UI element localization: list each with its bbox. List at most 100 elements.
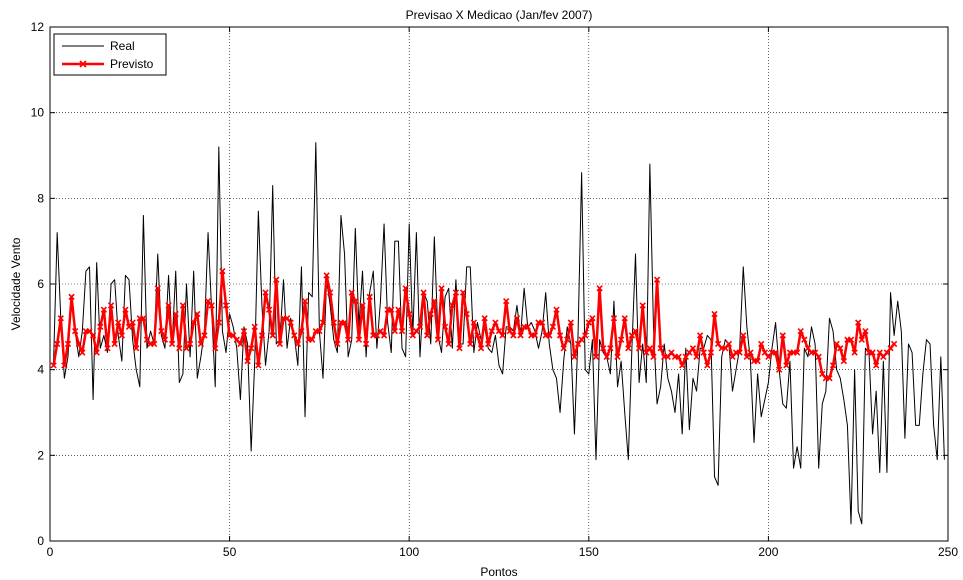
data-point-marker — [194, 310, 201, 318]
x-tick-label: 100 — [399, 545, 419, 559]
data-point-marker — [801, 336, 808, 343]
ticks: 0 50 100 150 200 250 0 2 4 6 8 10 12 — [31, 20, 959, 559]
data-point-marker — [301, 297, 309, 305]
x-axis-label: Pontos — [480, 565, 517, 579]
data-point-marker — [571, 353, 578, 360]
data-point-marker — [596, 285, 603, 292]
y-axis-label: Velocidade Vento — [9, 237, 23, 330]
data-point-marker — [829, 362, 837, 369]
y-tick-label: 6 — [37, 277, 44, 291]
data-point-marker — [456, 345, 463, 352]
data-point-marker — [610, 315, 618, 322]
data-point-marker — [129, 319, 136, 326]
data-point-marker — [470, 319, 478, 326]
data-point-marker — [89, 332, 97, 339]
data-point-marker — [244, 357, 251, 365]
data-point-marker — [445, 340, 452, 348]
data-point-marker — [607, 345, 614, 352]
data-point-marker — [265, 306, 273, 313]
data-point-marker — [890, 340, 898, 348]
data-point-marker — [402, 285, 409, 292]
data-point-marker — [197, 340, 205, 348]
data-point-marker — [118, 332, 126, 339]
data-point-marker — [438, 285, 445, 292]
data-point-marker — [589, 315, 596, 322]
data-point-marker — [341, 319, 348, 326]
data-point-marker — [449, 302, 456, 309]
data-point-marker — [219, 267, 226, 275]
data-point-marker — [463, 310, 470, 318]
data-point-marker — [582, 332, 589, 339]
data-point-marker — [499, 332, 506, 339]
data-point-marker — [635, 345, 643, 352]
data-point-marker — [513, 315, 521, 322]
data-point-marker — [783, 362, 790, 369]
x-tick-label: 200 — [758, 545, 778, 559]
series-group — [50, 142, 945, 525]
data-point-marker — [327, 289, 334, 296]
data-point-marker — [215, 319, 222, 326]
data-point-marker — [100, 306, 108, 313]
data-point-marker — [675, 353, 682, 360]
x-tick-label: 250 — [938, 545, 958, 559]
data-point-marker — [258, 332, 266, 339]
data-point-marker — [531, 332, 539, 339]
data-point-marker — [779, 332, 786, 339]
data-point-marker — [161, 336, 169, 343]
data-point-marker — [416, 323, 424, 330]
legend: Real Previsto — [53, 33, 167, 76]
data-point-marker — [97, 323, 104, 330]
data-point-marker — [646, 345, 654, 352]
data-point-marker — [208, 302, 215, 309]
data-point-marker — [603, 353, 610, 360]
data-point-marker — [503, 297, 510, 305]
data-point-marker — [122, 306, 129, 313]
data-point-marker — [614, 353, 621, 360]
data-point-marker — [556, 332, 564, 339]
data-point-marker — [395, 306, 402, 313]
data-point-marker — [179, 302, 187, 309]
data-point-marker — [474, 332, 481, 339]
data-point-marker — [273, 276, 280, 283]
data-point-marker — [862, 327, 869, 335]
data-point-marker — [61, 362, 68, 369]
legend-box — [53, 33, 167, 76]
x-tick-label: 50 — [223, 545, 237, 559]
data-point-marker — [776, 366, 783, 373]
data-point-marker — [388, 306, 395, 313]
data-point-marker — [650, 353, 657, 360]
data-point-marker — [872, 362, 880, 369]
x-tick-label: 0 — [47, 545, 54, 559]
data-point-marker — [391, 327, 398, 335]
data-point-marker — [287, 319, 294, 326]
data-point-marker — [158, 327, 165, 335]
data-point-marker — [298, 327, 305, 335]
data-point-marker — [851, 349, 858, 356]
data-point-marker — [510, 332, 517, 339]
data-point-marker — [133, 345, 140, 352]
data-point-marker — [93, 349, 100, 356]
data-point-marker — [212, 345, 219, 352]
data-point-marker — [740, 332, 747, 339]
data-point-marker — [434, 336, 442, 343]
data-point-marker — [319, 319, 327, 326]
data-point-marker — [707, 349, 715, 356]
data-point-marker — [826, 375, 833, 382]
data-point-marker — [75, 340, 82, 348]
y-tick-label: 2 — [37, 448, 44, 462]
data-point-marker — [104, 345, 111, 352]
data-point-marker — [64, 340, 72, 348]
data-point-marker — [560, 345, 567, 352]
data-point-marker — [348, 289, 355, 296]
data-point-marker — [79, 349, 86, 356]
data-point-marker — [247, 345, 255, 352]
data-point-marker — [380, 332, 388, 339]
data-point-marker — [855, 319, 862, 326]
data-point-marker — [291, 332, 298, 339]
data-point-marker — [711, 310, 718, 318]
data-point-marker — [237, 340, 244, 348]
data-point-marker — [704, 362, 711, 369]
data-point-marker — [398, 327, 406, 335]
data-point-marker — [54, 340, 61, 348]
